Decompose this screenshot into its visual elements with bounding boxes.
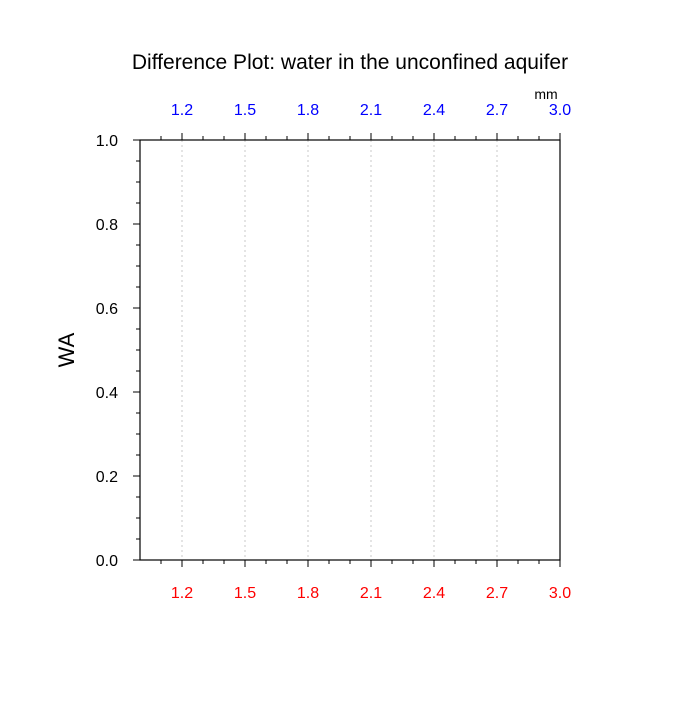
x-tick-label-bottom: 1.5 [234,585,256,602]
grid-layer [181,140,561,560]
plot-frame [139,139,561,561]
x-tick-label-top: 1.5 [234,102,256,119]
x-tick-label-bottom: 2.4 [423,585,445,602]
x-tick-label-top: 1.2 [171,102,193,119]
y-tick-label: 0.4 [96,385,118,402]
x-tick-label-bottom: 2.7 [486,585,508,602]
chart-title: Difference Plot: water in the unconfined… [132,51,568,74]
y-tick-label: 1.0 [96,133,118,150]
x-tick-label-top: 2.4 [423,102,445,119]
tick-label-layer: 1.2 1.2 1.5 1.5 1.8 1.8 2.1 2.1 2.4 2.4 2.7 2.7 3.0 3… [96,102,571,602]
y-axis-label: WA [54,332,79,367]
x-tick-label-top: 3.0 [549,102,571,119]
top-axis-unit: mm [534,86,557,102]
y-tick-label: 0.8 [96,217,118,234]
x-tick-label-bottom: 1.2 [171,585,193,602]
x-tick-label-bottom: 3.0 [549,585,571,602]
x-tick-label-bottom: 1.8 [297,585,319,602]
y-tick-label: 0.2 [96,469,118,486]
y-tick-label: 0.0 [96,553,118,570]
tick-layer [133,133,561,567]
x-tick-label-top: 1.8 [297,102,319,119]
x-tick-label-top: 2.1 [360,102,382,119]
x-tick-label-top: 2.7 [486,102,508,119]
y-tick-label: 0.6 [96,301,118,318]
x-tick-label-bottom: 2.1 [360,585,382,602]
